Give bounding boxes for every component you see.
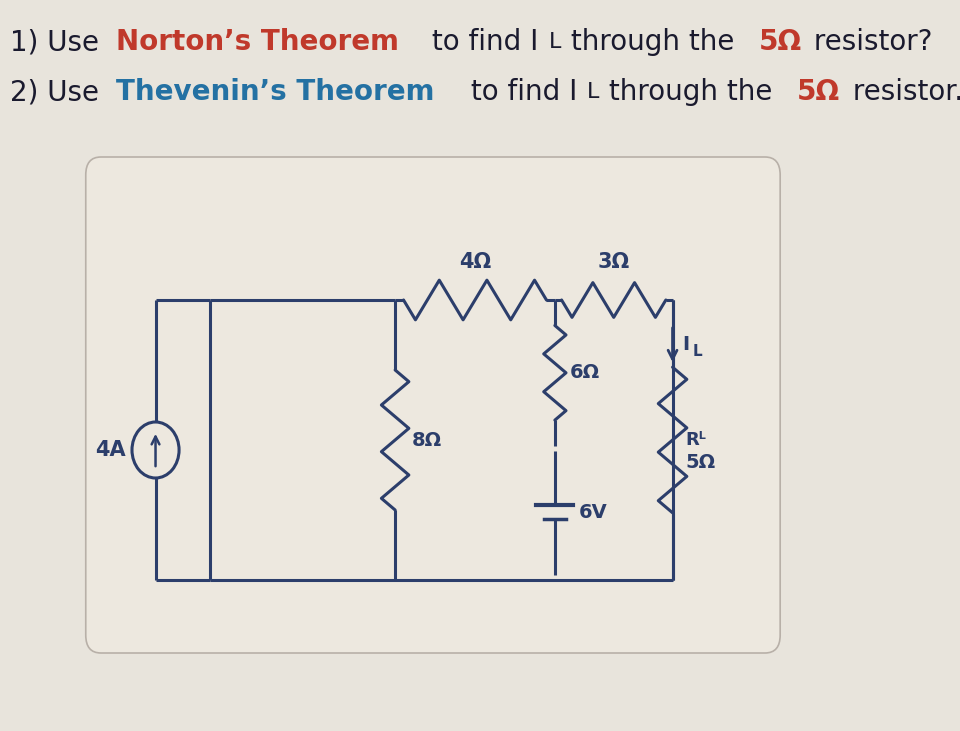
Text: through the: through the [600,78,781,106]
Text: to find I: to find I [423,28,539,56]
Text: 5Ω: 5Ω [758,28,802,56]
Text: resistor?: resistor? [805,28,933,56]
Text: 8Ω: 8Ω [412,431,442,450]
Text: 3Ω: 3Ω [597,252,630,272]
Circle shape [132,422,180,478]
FancyBboxPatch shape [85,157,780,653]
Text: 2) Use: 2) Use [11,78,108,106]
Text: resistor.: resistor. [844,78,960,106]
Text: Norton’s Theorem: Norton’s Theorem [116,28,399,56]
Text: to find I: to find I [462,78,577,106]
Text: Thevenin’s Theorem: Thevenin’s Theorem [116,78,435,106]
Text: 5Ω: 5Ω [685,452,715,471]
Text: L: L [548,32,561,52]
Text: L: L [587,82,599,102]
Text: L: L [693,344,703,358]
Text: 6Ω: 6Ω [570,363,600,382]
Text: Rᴸ: Rᴸ [685,431,706,449]
Text: 5Ω: 5Ω [797,78,840,106]
Text: through the: through the [562,28,743,56]
Text: I: I [683,336,690,355]
Text: 4A: 4A [95,440,125,460]
Text: 4Ω: 4Ω [459,252,492,272]
Text: 1) Use: 1) Use [11,28,108,56]
Text: 6V: 6V [579,504,607,523]
